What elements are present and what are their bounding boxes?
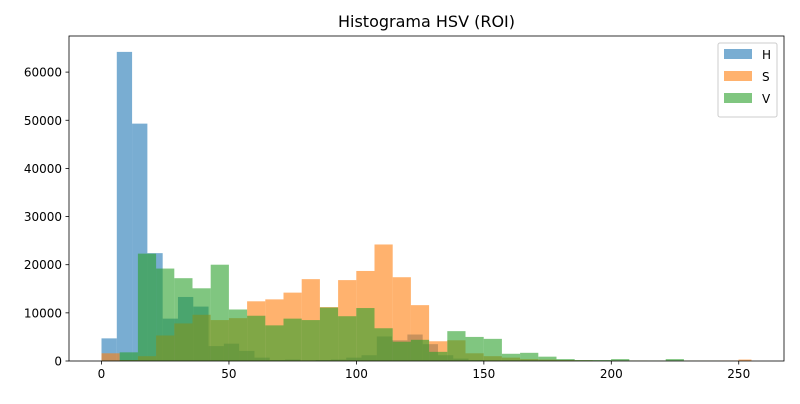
x-tick-label-0: 0 [98,367,106,381]
x-tick-label-250: 250 [727,367,750,381]
legend-swatch-h [724,49,752,59]
bar-h-1 [117,52,132,361]
x-tick-label-150: 150 [472,367,495,381]
y-tick-label-30000: 30000 [24,210,62,224]
bar-v-11 [302,320,320,361]
bar-v-1 [120,352,138,361]
x-tick-label-50: 50 [221,367,236,381]
bar-v-6 [211,265,229,361]
bar-v-7 [229,309,247,361]
bar-v-12 [320,308,338,361]
bar-v-16 [393,342,411,361]
bar-v-2 [138,254,156,361]
y-tick-label-10000: 10000 [24,306,62,320]
y-tick-label-0: 0 [54,355,62,369]
legend-swatch-v [724,93,752,103]
bar-v-17 [411,340,429,361]
bar-v-14 [356,308,374,361]
bar-v-15 [375,328,393,361]
bar-v-18 [429,352,447,361]
bar-v-9 [265,325,283,361]
bar-v-23 [520,353,538,361]
y-tick-label-20000: 20000 [24,258,62,272]
bar-v-13 [338,316,356,361]
x-tick-label-100: 100 [345,367,368,381]
legend-swatch-s [724,71,752,81]
x-tick-label-200: 200 [600,367,623,381]
bar-v-20 [466,337,484,361]
bar-v-22 [502,354,520,361]
bar-v-8 [247,316,265,361]
chart-title: Histograma HSV (ROI) [338,12,515,31]
bar-v-19 [447,331,465,361]
bar-v-4 [174,278,192,361]
legend-label-v: V [762,92,771,106]
bar-s-0 [102,353,120,361]
legend: HSV [718,43,777,117]
bar-v-3 [156,269,174,361]
legend-label-h: H [762,48,771,62]
bar-v-5 [193,288,211,361]
y-tick-label-60000: 60000 [24,66,62,80]
bar-v-10 [284,319,302,361]
y-tick-label-40000: 40000 [24,162,62,176]
legend-label-s: S [762,70,770,84]
bar-v-21 [484,339,502,361]
bar-v-24 [538,357,556,361]
y-tick-label-50000: 50000 [24,114,62,128]
